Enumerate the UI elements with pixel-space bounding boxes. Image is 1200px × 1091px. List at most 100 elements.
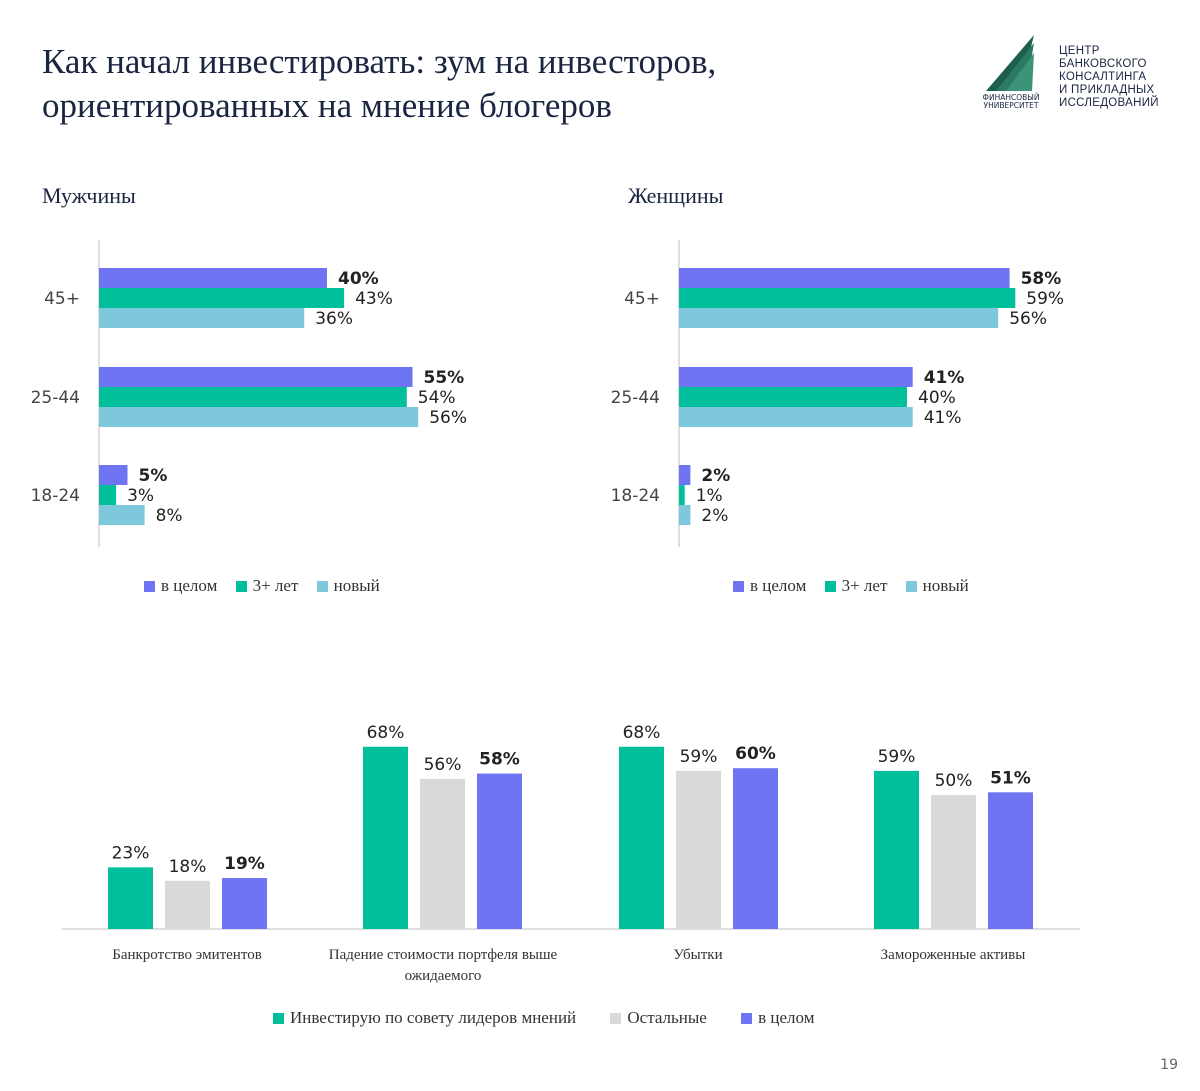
logo-university-line1: ФИНАНСОВЫЙ bbox=[983, 93, 1040, 102]
bar bbox=[99, 288, 345, 308]
bar bbox=[222, 878, 267, 929]
men-chart-legend: в целом 3+ лет новый bbox=[144, 576, 394, 597]
bar-value-label: 50% bbox=[935, 771, 973, 791]
bar bbox=[679, 465, 691, 485]
bar bbox=[99, 505, 145, 525]
bar bbox=[679, 505, 691, 525]
category-line: Падение стоимости портфеля выше bbox=[328, 947, 558, 963]
bar-value-label: 5% bbox=[139, 466, 168, 486]
bar bbox=[99, 308, 305, 328]
bar-value-label: 41% bbox=[924, 408, 962, 428]
bar-value-label: 58% bbox=[1021, 269, 1062, 289]
category-tick-label: 25-44 bbox=[611, 388, 660, 408]
bar-value-label: 41% bbox=[924, 368, 965, 388]
legend-swatch bbox=[610, 1012, 622, 1024]
bar bbox=[99, 387, 407, 407]
bar-value-label: 54% bbox=[418, 388, 456, 408]
university-logo: ФИНАНСОВЫЙ УНИВЕРСИТЕТ bbox=[983, 35, 1040, 110]
bar bbox=[988, 792, 1033, 929]
bar-value-label: 40% bbox=[918, 388, 956, 408]
legend-label: новый bbox=[333, 576, 380, 595]
logo-center-line: КОНСАЛТИНГА bbox=[1059, 71, 1147, 83]
logo-center-name: ЦЕНТР БАНКОВСКОГО КОНСАЛТИНГА И ПРИКЛАДН… bbox=[1059, 45, 1159, 110]
page-title: Как начал инвестировать: зум на инвестор… bbox=[42, 40, 862, 128]
bar bbox=[931, 795, 976, 929]
legend-swatch bbox=[144, 580, 155, 592]
bar-value-label: 55% bbox=[424, 368, 465, 388]
bar bbox=[679, 288, 1016, 308]
bar bbox=[679, 308, 999, 328]
category-line: ожидаемого bbox=[404, 968, 482, 984]
logo-center-line: ИССЛЕДОВАНИЙ bbox=[1059, 97, 1159, 109]
bar-value-label: 59% bbox=[878, 747, 916, 767]
bar bbox=[420, 778, 465, 929]
legend-item: в целом bbox=[741, 1008, 814, 1028]
category-line: Замороженные активы bbox=[880, 947, 1026, 963]
women-chart-title: Женщины bbox=[628, 183, 724, 208]
category-line: Убытки bbox=[673, 947, 723, 963]
bar bbox=[165, 880, 210, 929]
women-bar-chart: 45+ 58%59%56% 25-44 41%40%41% 18-24 2%1%2% bbox=[611, 240, 1064, 547]
bar bbox=[679, 268, 1010, 288]
risk-category-label: Падение стоимости портфеля выше ожидаемо… bbox=[302, 945, 584, 987]
bar-value-label: 59% bbox=[1026, 289, 1064, 309]
legend-swatch bbox=[905, 580, 917, 592]
bar bbox=[108, 867, 153, 929]
legend-item: новый bbox=[905, 576, 969, 596]
bar-value-label: 36% bbox=[315, 309, 353, 329]
bar-value-label: 68% bbox=[623, 723, 661, 743]
bar-value-label: 51% bbox=[990, 768, 1031, 788]
risks-bar-chart: 23% 18% 19% 68% 56% 58% 68% 59% 60% 59% 50% 51% bbox=[62, 723, 1080, 930]
title-line-1: Как начал инвестировать: зум на инвестор… bbox=[42, 42, 717, 81]
bar bbox=[99, 407, 419, 427]
logo-university-line2: УНИВЕРСИТЕТ bbox=[984, 101, 1039, 110]
bar-value-label: 2% bbox=[701, 466, 730, 486]
bar bbox=[679, 387, 907, 407]
legend-item: 3+ лет bbox=[235, 576, 299, 596]
bar bbox=[676, 770, 721, 929]
bar bbox=[733, 768, 778, 929]
risks-chart-legend: Инвестирую по совету лидеров мнений Оста… bbox=[273, 1008, 828, 1029]
bar-value-label: 8% bbox=[156, 506, 183, 526]
category-tick-label: 18-24 bbox=[611, 486, 660, 506]
bar-value-label: 23% bbox=[112, 843, 150, 863]
category-tick-label: 18-24 bbox=[31, 486, 80, 506]
legend-item: новый bbox=[316, 576, 380, 596]
legend-label: 3+ лет bbox=[252, 576, 299, 595]
category-tick-label: 45+ bbox=[624, 289, 660, 309]
bar-value-label: 43% bbox=[355, 289, 393, 309]
men-bar-chart: 45+ 40%43%36% 25-44 55%54%56% 18-24 5%3%8% bbox=[31, 240, 467, 547]
bar-value-label: 1% bbox=[696, 486, 723, 506]
legend-item: Остальные bbox=[610, 1008, 707, 1028]
logo-center-line: БАНКОВСКОГО bbox=[1059, 58, 1147, 70]
title-line-2: ориентированных на мнение блогеров bbox=[42, 86, 612, 125]
bar bbox=[99, 367, 413, 387]
category-tick-label: 45+ bbox=[44, 289, 80, 309]
legend-label: в целом bbox=[161, 576, 218, 595]
bar bbox=[99, 268, 327, 288]
legend-item: в целом bbox=[144, 576, 217, 596]
bar-value-label: 56% bbox=[424, 755, 462, 775]
risk-category-label: Замороженные активы bbox=[853, 945, 1053, 966]
legend-swatch bbox=[741, 1012, 753, 1024]
bar-value-label: 3% bbox=[127, 486, 154, 506]
bar bbox=[363, 746, 408, 929]
category-tick-label: 25-44 bbox=[31, 388, 80, 408]
bar-value-label: 59% bbox=[680, 747, 718, 767]
risk-category-label: Банкротство эмитентов bbox=[87, 945, 287, 966]
bar-value-label: 56% bbox=[429, 408, 467, 428]
legend-item: 3+ лет bbox=[824, 576, 887, 596]
bar-value-label: 58% bbox=[479, 750, 520, 770]
legend-swatch bbox=[235, 580, 247, 592]
legend-item: в целом bbox=[733, 576, 806, 596]
bar bbox=[477, 773, 522, 929]
bar-value-label: 18% bbox=[169, 857, 207, 877]
legend-swatch bbox=[316, 580, 328, 592]
bar bbox=[679, 407, 913, 427]
bar-value-label: 56% bbox=[1009, 309, 1047, 329]
legend-item: Инвестирую по совету лидеров мнений bbox=[273, 1008, 576, 1028]
bar-value-label: 60% bbox=[735, 744, 776, 764]
category-line: Банкротство эмитентов bbox=[112, 947, 262, 963]
women-chart-legend: в целом 3+ лет новый bbox=[733, 576, 983, 597]
legend-label: Инвестирую по совету лидеров мнений bbox=[290, 1008, 577, 1027]
